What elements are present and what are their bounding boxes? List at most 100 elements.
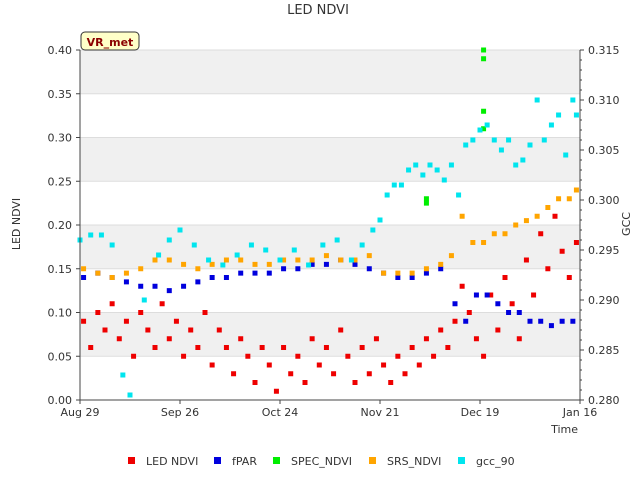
data-point [266, 261, 272, 267]
data-point [88, 232, 94, 238]
legend-label: SRS_NDVI [387, 455, 441, 468]
chart-title: LED NDVI [287, 3, 349, 18]
data-point [309, 261, 315, 267]
data-point [438, 327, 444, 333]
data-point [252, 380, 258, 385]
data-point [370, 227, 376, 233]
legend-item: fPAR [214, 455, 257, 468]
axes: 0.00 0.05 0.10 0.15 0.20 0.25 0.30 0.35 0.40 0.28… [48, 44, 620, 419]
data-point [281, 345, 287, 350]
data-point [463, 142, 469, 148]
data-point [259, 345, 265, 350]
data-point [145, 327, 151, 333]
y2-tick-label: 0.310 [588, 94, 620, 107]
data-point [223, 275, 229, 280]
data-layer [77, 47, 579, 398]
data-point [563, 152, 569, 158]
data-point [138, 266, 144, 272]
data-point [377, 217, 383, 223]
data-point [484, 292, 490, 298]
data-point [409, 275, 415, 280]
y-tick-label: 0.00 [48, 394, 73, 407]
legend-item: SRS_NDVI [369, 455, 441, 468]
data-point [291, 247, 297, 253]
data-point [352, 380, 358, 385]
data-point [191, 242, 197, 248]
data-point [181, 261, 187, 267]
data-point [409, 270, 415, 276]
data-point [463, 318, 469, 324]
data-point [398, 182, 404, 188]
data-point [238, 336, 244, 342]
data-point [188, 327, 194, 333]
legend-label: SPEC_NDVI [291, 455, 352, 468]
data-point [338, 257, 344, 263]
data-point [209, 261, 215, 267]
data-point [166, 336, 172, 342]
data-point [277, 257, 283, 263]
data-point [295, 257, 301, 263]
data-point [506, 310, 512, 315]
data-point [527, 318, 533, 324]
data-point [238, 257, 244, 263]
data-point [202, 310, 208, 315]
data-point [209, 275, 215, 280]
data-point [481, 240, 487, 245]
series-spec-ndvi [423, 47, 487, 206]
data-point [466, 310, 472, 315]
legend-swatch [214, 457, 221, 464]
data-point [573, 240, 579, 245]
legend-item: SPEC_NDVI [273, 455, 352, 468]
data-point [288, 371, 294, 377]
data-point [520, 157, 526, 163]
data-point [441, 177, 447, 183]
data-point [138, 283, 144, 289]
data-point [181, 283, 187, 289]
data-point [548, 122, 554, 128]
data-point [495, 301, 501, 307]
y-tick-label: 0.40 [48, 44, 73, 57]
data-point [481, 108, 487, 114]
data-point [323, 261, 329, 267]
data-point [545, 266, 551, 272]
plot-background [80, 49, 580, 401]
data-point [141, 297, 147, 303]
data-point [459, 283, 465, 289]
legend-swatch [458, 457, 465, 464]
y-axis-label: LED NDVI [10, 198, 23, 250]
data-point [573, 187, 579, 193]
data-point [359, 242, 365, 248]
data-point [266, 270, 272, 276]
data-point [381, 362, 387, 368]
data-point [556, 112, 562, 118]
y-tick-label: 0.30 [48, 132, 73, 145]
data-point [527, 142, 533, 148]
y-tick-label: 0.35 [48, 88, 73, 101]
data-point [409, 345, 415, 350]
data-point [195, 345, 201, 350]
data-point [81, 318, 87, 324]
legend-label: LED NDVI [146, 455, 198, 468]
data-point [173, 318, 179, 324]
data-point [281, 257, 287, 263]
data-point [295, 266, 301, 272]
legend-label: fPAR [232, 455, 257, 468]
data-point [120, 372, 126, 378]
data-point [402, 371, 408, 377]
series-fpar [81, 257, 576, 329]
data-point [166, 257, 172, 263]
data-point [541, 137, 547, 143]
x-tick-label: Dec 19 [461, 406, 500, 419]
data-point [348, 257, 354, 263]
data-point [166, 288, 172, 294]
y2-tick-label: 0.280 [588, 394, 620, 407]
data-point [413, 162, 419, 168]
data-point [395, 353, 401, 359]
data-point [123, 270, 129, 276]
data-point [309, 336, 315, 342]
y2-axis-label: GCC [620, 212, 633, 236]
data-point [195, 266, 201, 272]
data-point [220, 262, 226, 268]
data-point [431, 353, 437, 359]
data-point [420, 172, 426, 178]
